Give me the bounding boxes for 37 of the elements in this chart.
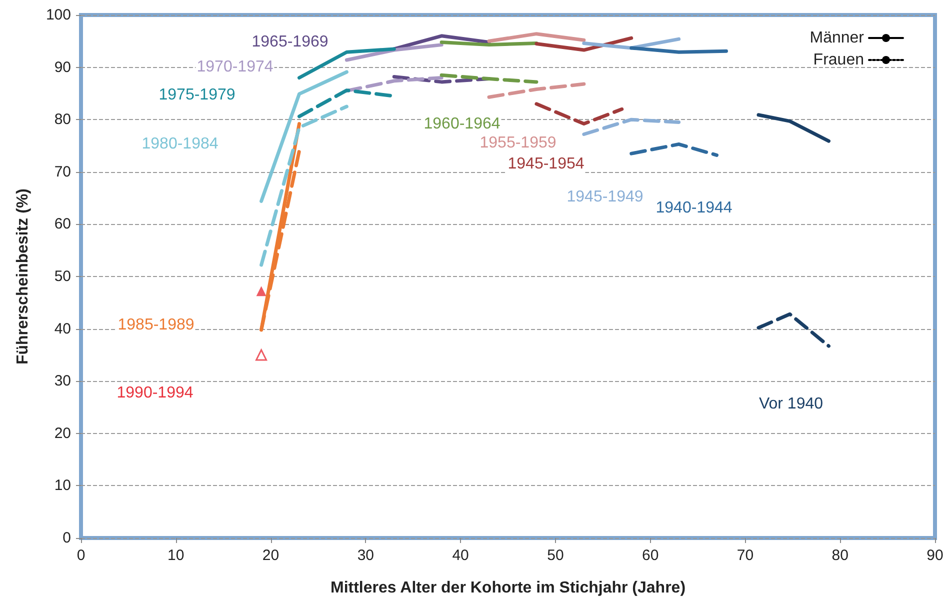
- annotation: 1945-1949: [566, 188, 644, 206]
- x-tick-label: 0: [76, 547, 86, 564]
- x-tick-label: 50: [547, 547, 564, 564]
- legend-label: Frauen: [813, 52, 864, 68]
- annotation: 1985-1989: [118, 316, 194, 334]
- annotation: 1960-1964: [424, 116, 500, 132]
- annotation: 1955-1959: [480, 134, 556, 152]
- annotation: 1990-1994: [116, 384, 194, 402]
- x-tick-label: 20: [262, 547, 280, 564]
- y-tick-label: 10: [54, 477, 71, 494]
- y-tick-label: 0: [62, 530, 71, 546]
- x-tick-label: 10: [168, 547, 184, 564]
- y-tick-label: 60: [54, 216, 71, 233]
- x-tick-label: 30: [357, 547, 374, 564]
- annotation: 1970-1974: [196, 58, 274, 76]
- y-tick-label: 80: [54, 111, 71, 128]
- annotation: 1975-1979: [158, 86, 236, 104]
- x-axis-title: Mittleres Alter der Kohorte im Stichjahr (Jahre): [330, 580, 686, 596]
- x-tick-label: 90: [926, 547, 944, 564]
- x-tick-label: 60: [642, 547, 659, 564]
- y-tick-label: 20: [54, 424, 71, 442]
- y-tick-label: 70: [54, 163, 71, 180]
- y-tick-label: 50: [54, 268, 71, 285]
- y-tick-label: 30: [54, 372, 71, 390]
- x-tick-label: 70: [736, 547, 754, 564]
- y-tick-label: 40: [54, 320, 71, 338]
- annotation: 1965-1969: [252, 34, 328, 50]
- x-tick-label: 80: [832, 547, 848, 564]
- y-tick-label: 90: [54, 58, 71, 76]
- annotation: Vor 1940: [758, 396, 824, 412]
- y-axis-title: Führerscheinbesitz (%): [14, 188, 32, 365]
- annotation: 1980-1984: [142, 136, 218, 152]
- legend-label: Männer: [810, 30, 865, 46]
- annotation: 1940-1944: [656, 200, 732, 216]
- annotation: 1945-1954: [508, 156, 584, 172]
- y-tick-label: 100: [46, 6, 71, 24]
- x-tick-label: 40: [452, 547, 469, 564]
